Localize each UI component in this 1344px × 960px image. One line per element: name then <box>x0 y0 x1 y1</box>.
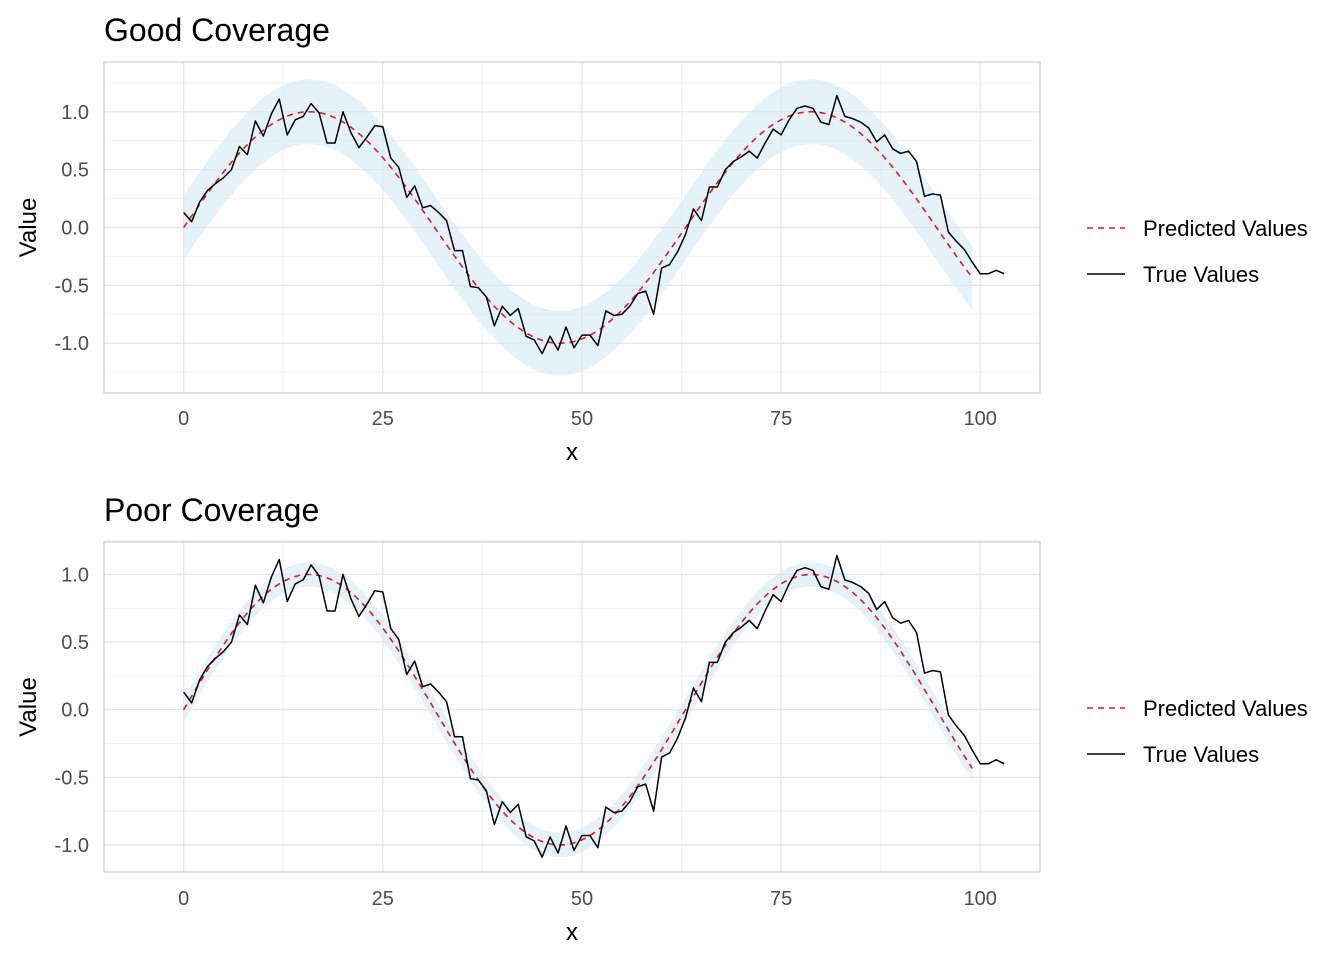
x-axis-label: x <box>566 439 578 466</box>
y-axis-label: Value <box>15 677 42 737</box>
x-tick-label: 50 <box>571 408 593 430</box>
series-true-values <box>183 94 1005 355</box>
y-tick-label: 1.0 <box>61 102 89 124</box>
legend-label-true: True Values <box>1143 262 1259 287</box>
legend-label-predicted: Predicted Values <box>1143 216 1308 241</box>
x-tick-label: 0 <box>178 408 189 430</box>
prediction-band <box>183 79 973 376</box>
y-tick-label: 0.0 <box>61 700 89 722</box>
chart-good-coverage: Good Coverage 0 25 50 75 100 -1.0 -0.5 0.0 0.5 1.0… <box>15 12 1308 466</box>
legend-label-predicted: Predicted Values <box>1143 696 1308 721</box>
x-tick-label: 25 <box>372 888 394 910</box>
x-axis-label: x <box>566 919 578 946</box>
chart-poor-coverage: Poor Coverage 0 25 50 75 100 -1.0 -0.5 0.0 0.5 1.0… <box>15 492 1308 946</box>
y-tick-label: -0.5 <box>55 275 89 297</box>
series-true-values <box>183 554 1005 858</box>
panel-border <box>103 61 1041 394</box>
x-tick-label: 50 <box>571 888 593 910</box>
x-tick-label: 100 <box>964 888 997 910</box>
y-tick-label: -1.0 <box>55 835 89 857</box>
legend: Predicted Values True Values <box>1087 216 1308 287</box>
prediction-band <box>183 562 973 858</box>
y-tick-label: 0.5 <box>61 160 89 182</box>
chart-title: Poor Coverage <box>104 492 319 528</box>
y-tick-label: -1.0 <box>55 333 89 355</box>
panel-border <box>103 541 1041 873</box>
legend: Predicted Values True Values <box>1087 696 1308 767</box>
y-tick-label: 0.0 <box>61 218 89 240</box>
y-tick-label: 0.5 <box>61 632 89 654</box>
x-tick-label: 75 <box>770 408 792 430</box>
chart-title: Good Coverage <box>104 12 330 48</box>
series-predicted-values <box>183 111 973 345</box>
y-tick-label: -0.5 <box>55 767 89 789</box>
x-tick-label: 25 <box>372 408 394 430</box>
y-axis-label: Value <box>15 198 42 258</box>
legend-label-true: True Values <box>1143 742 1259 767</box>
x-tick-label: 75 <box>770 888 792 910</box>
x-tick-label: 100 <box>964 408 997 430</box>
y-tick-label: 1.0 <box>61 564 89 586</box>
x-tick-label: 0 <box>178 888 189 910</box>
